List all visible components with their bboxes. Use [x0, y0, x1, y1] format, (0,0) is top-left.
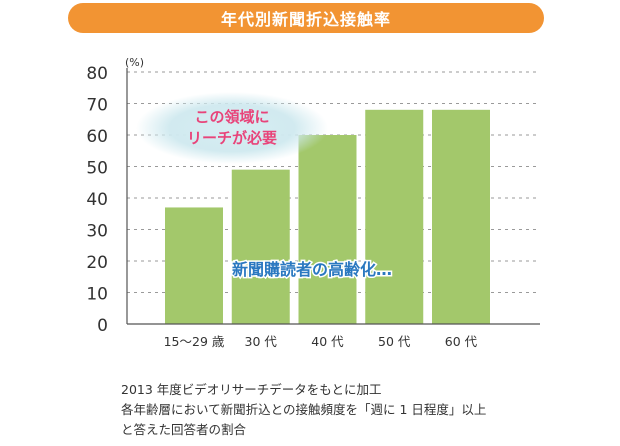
x-tick-label: 50 代	[378, 334, 411, 349]
chart-title-bar: 年代別新聞折込接触率	[68, 3, 544, 33]
x-tick-label: 15～29 歳	[164, 334, 225, 349]
footnotes: 2013 年度ビデオリサーチデータをもとに加工 各年齢層において新聞折込との接触…	[121, 380, 486, 440]
axes: 0 10 20 30 40 50 60 70 80 15～29 歳 30 代 40 代 50 代 60 代	[86, 64, 540, 349]
footnote-line: 各年齢層において新聞折込との接触頻度を「週に 1 日程度」以上	[121, 402, 487, 417]
bubble-text-line-1: この領域に	[194, 108, 269, 126]
footnote-line: と答えた回答者の割合	[121, 422, 247, 437]
y-tick-label: 30	[86, 222, 108, 242]
bars	[165, 109, 490, 324]
chart-title: 年代別新聞折込接触率	[220, 10, 391, 29]
trend-annotation: 新聞購読者の高齢化…	[232, 260, 392, 279]
footnote-line: 2013 年度ビデオリサーチデータをもとに加工	[121, 382, 382, 397]
reach-bubble	[136, 92, 328, 164]
y-tick-label: 70	[86, 96, 108, 116]
y-tick-label: 80	[86, 64, 108, 84]
y-unit-label: (%)	[125, 56, 144, 69]
bar	[231, 169, 290, 324]
y-tick-label: 20	[86, 253, 108, 273]
bar	[365, 109, 424, 324]
x-tick-label: 30 代	[245, 334, 278, 349]
x-tick-label: 40 代	[311, 334, 344, 349]
bar	[165, 207, 223, 324]
bubble-text-line-2: リーチが必要	[187, 129, 277, 147]
y-tick-label: 0	[97, 316, 108, 336]
y-tick-label: 60	[86, 127, 108, 147]
y-tick-label: 40	[86, 190, 108, 210]
bar	[432, 109, 490, 324]
y-tick-label: 50	[86, 159, 108, 179]
y-tick-label: 10	[86, 285, 108, 305]
bar	[298, 135, 357, 324]
x-tick-label: 60 代	[445, 334, 478, 349]
